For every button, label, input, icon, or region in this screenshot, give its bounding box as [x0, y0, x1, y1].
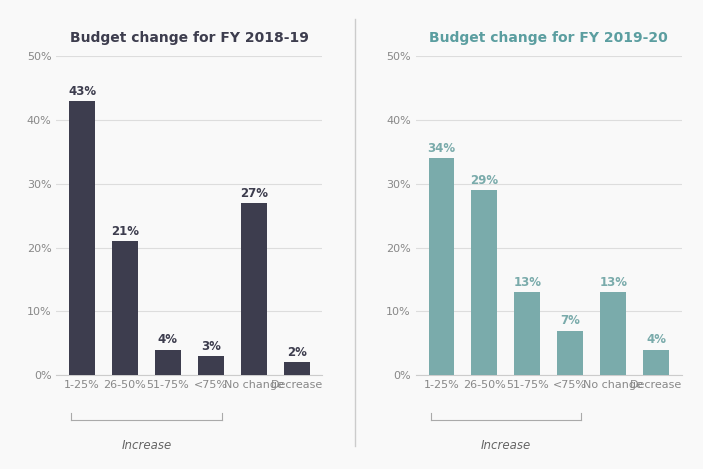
Text: 43%: 43% — [68, 85, 96, 98]
Bar — [515, 292, 540, 375]
Text: 4%: 4% — [158, 333, 178, 347]
Text: 27%: 27% — [240, 187, 268, 200]
Text: 34%: 34% — [427, 142, 456, 155]
Bar — [557, 331, 583, 375]
Bar — [472, 190, 497, 375]
Text: 13%: 13% — [599, 276, 627, 289]
Bar — [69, 101, 95, 375]
Text: 3%: 3% — [201, 340, 221, 353]
Title: Budget change for FY 2019-20: Budget change for FY 2019-20 — [430, 31, 668, 45]
Bar — [284, 363, 309, 375]
Bar — [643, 350, 669, 375]
Bar — [241, 203, 266, 375]
Text: 4%: 4% — [646, 333, 666, 347]
Title: Budget change for FY 2018-19: Budget change for FY 2018-19 — [70, 31, 309, 45]
Bar — [429, 159, 454, 375]
Text: Increase: Increase — [122, 439, 172, 452]
Bar — [155, 350, 181, 375]
Bar — [198, 356, 224, 375]
Bar — [600, 292, 626, 375]
Text: 2%: 2% — [287, 346, 307, 359]
Text: Increase: Increase — [481, 439, 531, 452]
Text: 21%: 21% — [111, 225, 139, 238]
Text: 13%: 13% — [513, 276, 541, 289]
Bar — [112, 241, 138, 375]
Text: 29%: 29% — [470, 174, 498, 187]
Text: 7%: 7% — [560, 314, 580, 327]
